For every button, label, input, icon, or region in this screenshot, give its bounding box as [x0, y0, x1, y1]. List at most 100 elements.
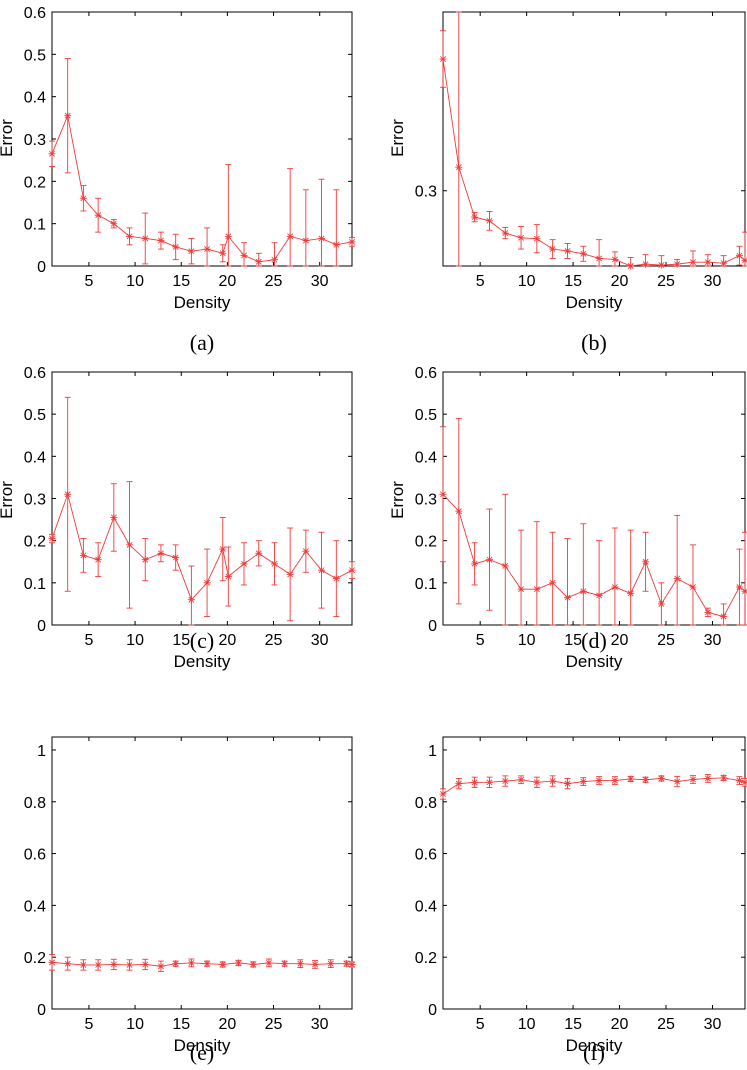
data-point — [704, 608, 712, 616]
data-point — [79, 961, 87, 969]
data-point — [673, 575, 681, 583]
y-axis-label: Error — [388, 481, 407, 519]
data-point — [203, 960, 211, 968]
x-tick-label: 25 — [657, 632, 675, 649]
subfigure-caption: (c) — [190, 628, 214, 653]
data-point — [141, 556, 149, 564]
data-point — [64, 490, 72, 498]
data-point — [455, 780, 463, 788]
x-tick-label: 30 — [704, 273, 722, 290]
data-point — [296, 960, 304, 968]
x-tick-label: 20 — [611, 273, 629, 290]
x-axis-label: Density — [174, 1036, 231, 1055]
data-point — [485, 778, 493, 786]
data-point — [126, 232, 134, 240]
data-point — [348, 566, 356, 574]
data-point — [249, 960, 257, 968]
data-point — [48, 958, 56, 966]
data-point — [689, 258, 697, 266]
data-point — [741, 778, 747, 786]
data-point — [485, 217, 493, 225]
y-tick-label: 0.6 — [415, 847, 437, 864]
data-point — [704, 774, 712, 782]
data-point — [219, 545, 227, 553]
data-point — [627, 589, 635, 597]
data-point — [348, 960, 356, 968]
y-tick-label: 0.3 — [24, 492, 46, 509]
data-point — [110, 960, 118, 968]
data-point — [187, 247, 195, 255]
data-point — [689, 583, 697, 591]
y-tick-label: 0.2 — [415, 950, 437, 967]
data-point — [94, 211, 102, 219]
y-tick-label: 0.1 — [415, 576, 437, 593]
data-point — [240, 251, 248, 259]
data-point — [735, 252, 743, 260]
y-tick-label: 0.2 — [24, 174, 46, 191]
data-point — [627, 262, 635, 270]
data-point — [673, 260, 681, 268]
plot-frame — [51, 736, 353, 1010]
data-point — [627, 775, 635, 783]
data-point — [741, 256, 747, 264]
subfigure-caption: (b) — [581, 330, 607, 355]
data-point — [342, 960, 350, 968]
data-point — [595, 777, 603, 785]
subfigure-caption: (e) — [190, 1040, 214, 1065]
data-point — [471, 213, 479, 221]
x-tick-label: 5 — [476, 1016, 485, 1033]
data-point — [439, 790, 447, 798]
x-tick-label: 10 — [518, 1016, 536, 1033]
data-point — [533, 778, 541, 786]
data-point — [126, 541, 134, 549]
data-point — [455, 163, 463, 171]
data-point — [704, 258, 712, 266]
y-tick-label: 0.6 — [24, 847, 46, 864]
x-tick-label: 20 — [218, 632, 236, 649]
chart-panel: 5 10 15 20 25 30 0 0.2 0.4 0.6 0.8 1 Density(f) — [415, 736, 747, 1065]
chart-panel: 5 10 15 20 25 30 0 0.1 0.2 0.3 0.4 0.5 0.6 Density Err… — [0, 5, 356, 355]
data-point — [471, 778, 479, 786]
data-point — [187, 596, 195, 604]
y-tick-label: 0.3 — [24, 132, 46, 149]
data-point — [157, 549, 165, 557]
data-point — [439, 490, 447, 498]
data-point — [187, 959, 195, 967]
y-tick-label: 1 — [428, 743, 437, 760]
data-point — [126, 961, 134, 969]
x-tick-label: 30 — [311, 273, 329, 290]
series-line — [442, 777, 746, 795]
data-point — [439, 55, 447, 63]
data-point — [302, 237, 310, 245]
x-tick-label: 10 — [518, 273, 536, 290]
x-tick-label: 10 — [126, 632, 144, 649]
data-point — [255, 549, 263, 557]
x-axis-label: Density — [174, 652, 231, 671]
x-tick-label: 25 — [657, 273, 675, 290]
plot-frame — [442, 736, 746, 1010]
data-point — [657, 774, 665, 782]
data-point — [270, 256, 278, 264]
x-tick-label: 20 — [218, 1016, 236, 1033]
data-point — [327, 960, 335, 968]
y-tick-label: 0.3 — [415, 492, 437, 509]
subfigure-caption: (f) — [583, 1040, 605, 1065]
data-point — [255, 258, 263, 266]
data-point — [564, 780, 572, 788]
chart-panel: 5 10 15 20 25 30 0 0.1 0.2 0.3 0.4 0.5 0.6 Density Err… — [388, 365, 747, 671]
x-tick-label: 5 — [84, 632, 93, 649]
data-point — [517, 776, 525, 784]
y-tick-label: 0.5 — [24, 407, 46, 424]
data-point — [110, 513, 118, 521]
data-point — [549, 777, 557, 785]
plot-frame — [442, 11, 746, 267]
data-point — [318, 566, 326, 574]
y-tick-label: 0.1 — [24, 217, 46, 234]
data-point — [517, 585, 525, 593]
y-tick-label: 0.4 — [24, 449, 46, 466]
x-tick-label: 15 — [172, 632, 190, 649]
x-tick-label: 10 — [126, 273, 144, 290]
data-point — [533, 235, 541, 243]
data-point — [240, 560, 248, 568]
y-tick-label: 0.4 — [415, 449, 437, 466]
